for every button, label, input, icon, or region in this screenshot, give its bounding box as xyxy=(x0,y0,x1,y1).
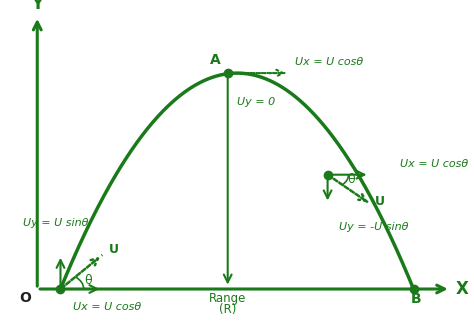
Text: Uy = -U sinθ: Uy = -U sinθ xyxy=(339,222,409,232)
Text: A: A xyxy=(210,52,221,66)
Text: Ux = U cosθ: Ux = U cosθ xyxy=(73,302,141,312)
Text: Uy = U sinθ: Uy = U sinθ xyxy=(23,217,89,227)
Text: O: O xyxy=(20,291,32,305)
Text: θ: θ xyxy=(347,173,355,186)
Text: U: U xyxy=(109,243,119,256)
Text: (R): (R) xyxy=(219,303,237,316)
Text: B: B xyxy=(410,292,421,306)
Text: θ: θ xyxy=(84,274,92,287)
Text: Ux = U cosθ: Ux = U cosθ xyxy=(295,57,363,67)
Text: Ux = U cosθ: Ux = U cosθ xyxy=(400,159,468,169)
Text: U: U xyxy=(375,195,385,208)
Text: Range: Range xyxy=(209,292,246,305)
Text: X: X xyxy=(456,280,468,298)
Text: Uy = 0: Uy = 0 xyxy=(237,97,275,107)
Text: Y: Y xyxy=(31,0,43,13)
